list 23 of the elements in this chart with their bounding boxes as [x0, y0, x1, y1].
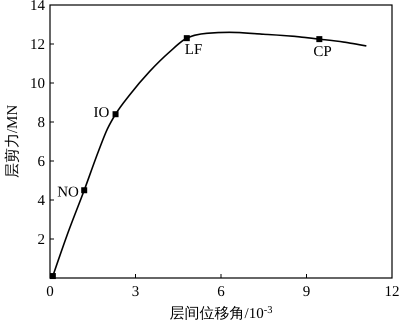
point: [184, 35, 190, 42]
y-tick-label: 6: [38, 154, 46, 170]
y-axis-title: 层剪力/MN: [4, 104, 21, 178]
annotation: IO: [94, 105, 110, 122]
y-tick-label: 2: [38, 232, 45, 248]
annotation: CP: [313, 44, 332, 60]
point: [112, 111, 119, 118]
x-tick-label: 0: [46, 284, 54, 300]
annotation: NO: [57, 184, 80, 200]
x-tick-label: 6: [217, 284, 226, 300]
y-tick-label: 12: [30, 37, 45, 53]
y-tick-label: 8: [38, 115, 45, 131]
x-axis-title: 层间位移角/10$^{-3}$: [170, 304, 272, 322]
point: [50, 273, 56, 280]
x-tick-label: 12: [384, 284, 400, 300]
x-tick-label: 9: [302, 284, 310, 300]
y-tick-label: 4: [38, 193, 46, 209]
x-tick-label: 3: [132, 284, 140, 300]
annotation: LF: [184, 42, 202, 58]
point: [316, 36, 322, 42]
y-tick-label: 14: [30, 0, 46, 14]
point: [81, 187, 88, 194]
y-tick-label: 10: [30, 76, 45, 92]
